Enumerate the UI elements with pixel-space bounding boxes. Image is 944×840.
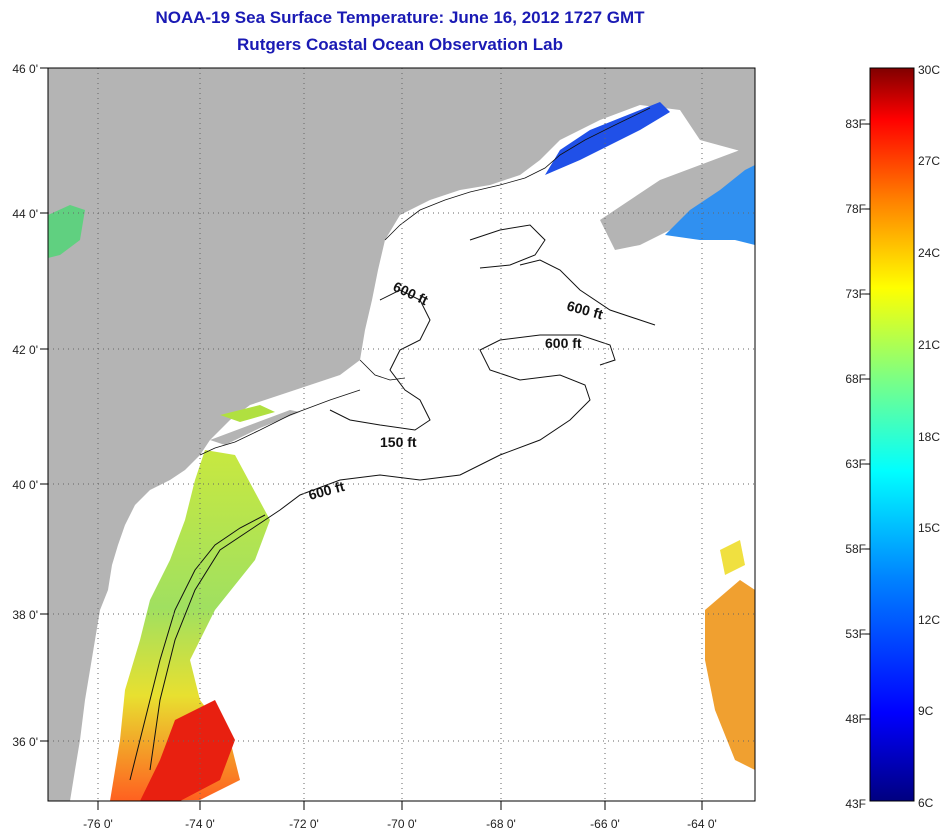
sst-scotian-shelf — [665, 165, 755, 245]
contour-label: 600 ft — [545, 335, 582, 351]
colorbar-c-label: 24C — [918, 246, 940, 260]
lat-label: 40 0' — [12, 478, 38, 492]
lon-label: -74 0' — [185, 817, 215, 831]
colorbar-c-label: 18C — [918, 430, 940, 444]
depth-contours — [129, 224, 656, 781]
lon-label: -66 0' — [590, 817, 620, 831]
colorbar-f-label: 78F — [845, 202, 866, 216]
map-subtitle: Rutgers Coastal Ocean Observation Lab — [237, 35, 563, 54]
land-long-island — [210, 410, 300, 445]
lon-label: -64 0' — [687, 817, 717, 831]
colorbar-ticks — [862, 123, 870, 720]
colorbar-f-label: 48F — [845, 712, 866, 726]
lat-label: 38 0' — [12, 608, 38, 622]
colorbar-f-label: 43F — [845, 797, 866, 811]
lon-label: -68 0' — [486, 817, 516, 831]
lon-label: -72 0' — [289, 817, 319, 831]
coastline — [199, 107, 651, 456]
colorbar-f-label: 63F — [845, 457, 866, 471]
map-title: NOAA-19 Sea Surface Temperature: June 16… — [155, 8, 645, 27]
colorbar-c-label: 21C — [918, 338, 940, 352]
sst-sargasso — [705, 580, 755, 770]
sst-gulf-stream — [140, 700, 235, 801]
axis-ticks — [40, 67, 703, 810]
land-nova-scotia — [600, 145, 755, 250]
contour-label: 150 ft — [380, 434, 417, 450]
colorbar-c-label: 12C — [918, 613, 940, 627]
lon-label: -70 0' — [387, 817, 417, 831]
colorbar-f-label: 73F — [845, 287, 866, 301]
sst-lake — [48, 205, 85, 258]
lat-label: 46 0' — [12, 62, 38, 76]
colorbar — [869, 67, 915, 802]
colorbar-f-label: 58F — [845, 542, 866, 556]
colorbar-f-label: 83F — [845, 117, 866, 131]
colorbar-f-label: 53F — [845, 627, 866, 641]
colorbar-c-label: 9C — [918, 704, 934, 718]
colorbar-c-label: 6C — [918, 796, 934, 810]
sst-long-island-sound — [220, 405, 275, 422]
lat-label: 36 0' — [12, 735, 38, 749]
grid-lines — [48, 68, 755, 801]
colorbar-c-label: 15C — [918, 521, 940, 535]
colorbar-c-label: 30C — [918, 63, 940, 77]
sst-yellow-patch — [720, 540, 745, 575]
lon-label: -76 0' — [83, 817, 113, 831]
lat-label: 44 0' — [12, 207, 38, 221]
lat-label: 42 0' — [12, 343, 38, 357]
sst-bay-of-fundy — [545, 102, 670, 175]
colorbar-f-label: 68F — [845, 372, 866, 386]
colorbar-c-label: 27C — [918, 154, 940, 168]
land-mainland — [48, 68, 755, 801]
sst-mid-atlantic — [110, 450, 270, 801]
